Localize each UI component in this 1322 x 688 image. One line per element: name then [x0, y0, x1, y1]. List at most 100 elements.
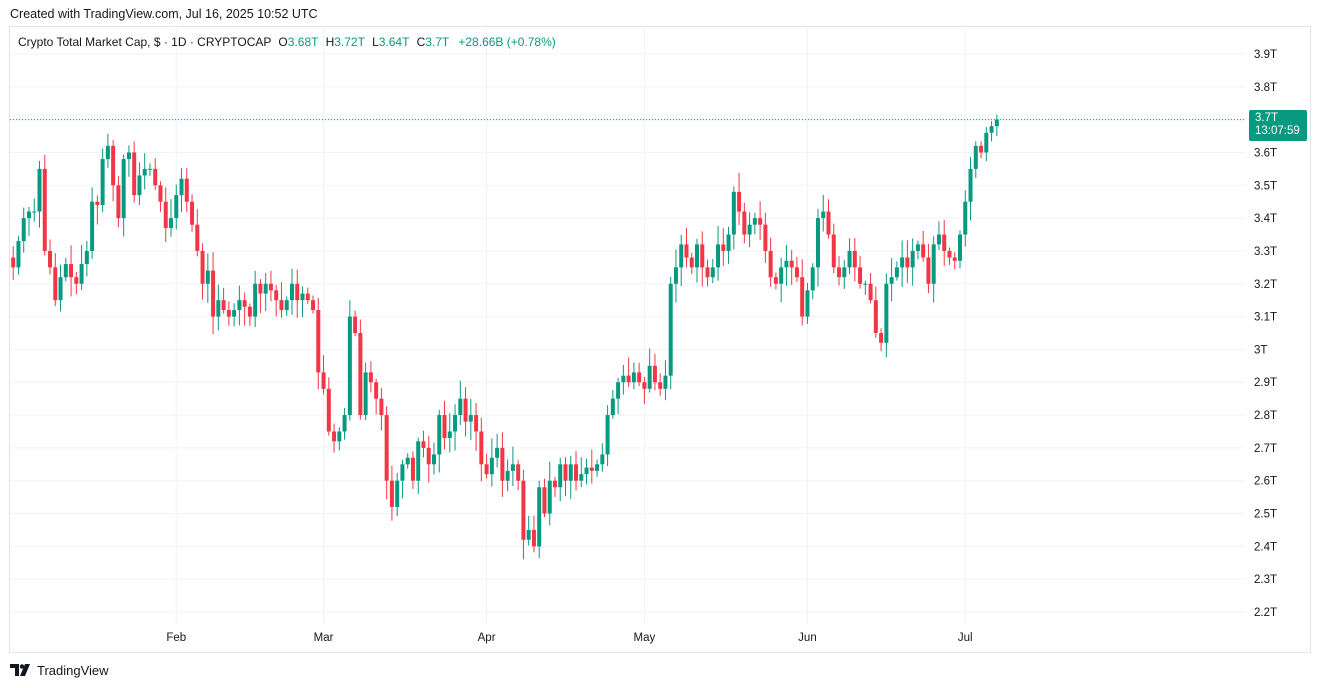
price-tick-label: 2.2T — [1254, 607, 1277, 619]
candle — [889, 258, 894, 302]
candle — [405, 453, 410, 469]
candle-body — [195, 224, 200, 251]
candle-body — [600, 454, 605, 465]
candle — [74, 271, 79, 295]
candle — [58, 264, 63, 312]
candle-body — [126, 152, 131, 160]
candle — [216, 284, 221, 331]
candle — [442, 400, 447, 450]
candle-body — [184, 178, 189, 202]
candle — [158, 181, 163, 212]
candle — [353, 310, 358, 337]
candle — [100, 148, 105, 213]
candle — [21, 207, 26, 253]
open-value: 3.68T — [287, 35, 319, 49]
candle — [16, 235, 21, 275]
candle — [952, 252, 957, 270]
candle-body — [447, 431, 452, 439]
candle-body — [963, 201, 968, 235]
candle — [747, 212, 752, 248]
candle — [821, 194, 826, 232]
candle-body — [579, 474, 584, 481]
footer[interactable]: TradingView — [10, 661, 109, 679]
time-tick-label: Mar — [314, 632, 334, 644]
candle — [542, 478, 547, 518]
candle — [95, 195, 100, 225]
candle-body — [800, 277, 805, 317]
candle — [915, 240, 920, 260]
candle-body — [289, 283, 294, 301]
bar-countdown: 13:07:59 — [1255, 125, 1300, 137]
candle — [421, 430, 426, 458]
candle — [105, 133, 110, 168]
candle — [505, 459, 510, 492]
candle — [879, 328, 884, 352]
candle-body — [915, 244, 920, 251]
candle-body — [158, 185, 163, 202]
candle — [305, 287, 310, 305]
candle — [337, 427, 342, 451]
candle-body — [53, 267, 58, 301]
candle — [568, 455, 573, 499]
candle — [684, 227, 689, 268]
candle — [363, 362, 368, 421]
candle-body — [721, 244, 726, 251]
candle — [190, 194, 195, 232]
candle-body — [826, 211, 831, 235]
candle-body — [752, 218, 757, 225]
chart-legend[interactable]: Crypto Total Market Cap, $ · 1D · CRYPTO… — [18, 35, 556, 49]
candle-body — [516, 464, 521, 481]
candle — [968, 156, 973, 221]
candle — [500, 432, 505, 497]
candle — [621, 364, 626, 395]
candle-body — [295, 283, 300, 301]
chart-frame[interactable] — [9, 26, 1311, 653]
candle — [242, 292, 247, 326]
candle — [11, 246, 16, 280]
price-tick-label: 3.2T — [1254, 279, 1277, 291]
candle — [232, 303, 237, 327]
candle-body — [463, 398, 468, 422]
candle — [510, 446, 515, 486]
candle-body — [37, 168, 42, 212]
candle — [268, 270, 273, 302]
candle-body — [395, 480, 400, 507]
candle — [521, 469, 526, 560]
candle — [432, 442, 436, 475]
candle-body — [505, 470, 510, 481]
candle — [126, 145, 131, 177]
candle — [863, 280, 868, 296]
candle-body — [384, 415, 389, 481]
candle-body — [74, 277, 79, 284]
candle — [737, 172, 742, 225]
candle-body — [626, 375, 631, 383]
candle — [868, 272, 873, 304]
candle-body — [163, 201, 168, 228]
candle — [894, 261, 899, 281]
candle-body — [226, 310, 231, 317]
candle-body — [973, 145, 978, 169]
candle-body — [700, 244, 705, 268]
candle — [531, 515, 536, 553]
candle-body — [863, 283, 868, 285]
candle — [579, 457, 584, 487]
candle — [842, 260, 847, 290]
candle — [752, 212, 757, 235]
candle-body — [326, 388, 331, 432]
candle-body — [894, 267, 899, 278]
candle — [537, 480, 542, 559]
candle — [805, 282, 810, 324]
candle — [389, 465, 394, 521]
candle-body — [658, 382, 663, 389]
candle-body — [268, 283, 273, 291]
candle-body — [789, 260, 794, 268]
candle-body — [132, 152, 137, 196]
candle-body — [221, 300, 226, 311]
candle — [200, 243, 205, 300]
candle-body — [779, 267, 784, 284]
candle — [600, 443, 605, 472]
candle — [495, 433, 500, 468]
candle — [900, 240, 905, 287]
candle-body — [684, 244, 689, 258]
